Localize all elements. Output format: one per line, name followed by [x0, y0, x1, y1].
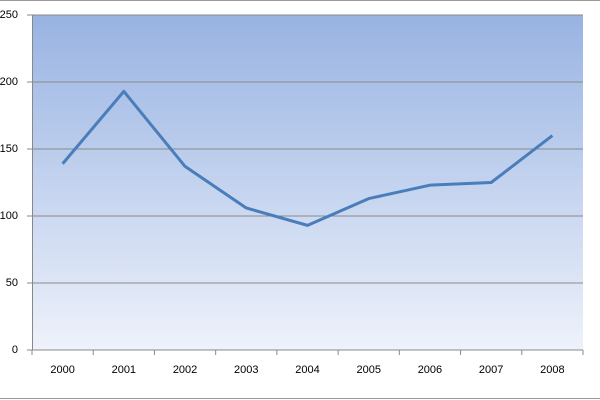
y-tick-label: 0: [12, 344, 18, 356]
x-tick-label: 2003: [234, 364, 258, 376]
x-tick-label: 2006: [418, 364, 442, 376]
y-tick-label: 100: [0, 210, 18, 222]
x-tick-label: 2004: [295, 364, 319, 376]
x-tick-label: 2000: [50, 364, 74, 376]
x-tick-label: 2002: [173, 364, 197, 376]
x-tick-label: 2008: [540, 364, 564, 376]
x-tick-label: 2007: [479, 364, 503, 376]
y-tick-label: 250: [0, 9, 18, 21]
y-tick-label: 200: [0, 76, 18, 88]
y-tick-label: 50: [6, 277, 18, 289]
x-tick-label: 2001: [112, 364, 136, 376]
plot-area: [32, 15, 583, 350]
y-tick-label: 150: [0, 143, 18, 155]
data-line: [61, 89, 554, 227]
x-tick-label: 2005: [356, 364, 380, 376]
